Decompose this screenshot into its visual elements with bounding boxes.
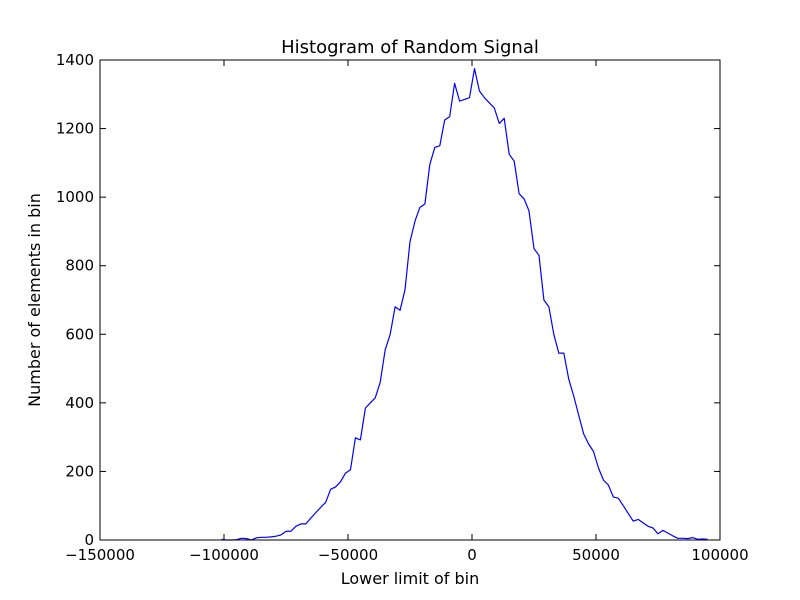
y-tick-label: 200: [65, 462, 94, 480]
y-axis-tick-labels: 0 200 400 600 800 1000 1200 1400: [56, 51, 94, 549]
plot-frame: [99, 59, 721, 541]
y-tick-label: 1200: [56, 120, 94, 138]
x-tick-label: 50000: [572, 546, 620, 564]
series-layer: [221, 67, 708, 541]
x-tick-label: 100000: [691, 546, 748, 564]
chart-title: Histogram of Random Signal: [281, 37, 539, 58]
series-line-0: [221, 67, 708, 541]
y-tick-label: 600: [65, 325, 94, 343]
x-axis-label: Lower limit of bin: [341, 569, 480, 588]
y-axis-ticks: [100, 59, 720, 541]
y-tick-label: 0: [84, 531, 94, 549]
x-tick-label: −100000: [189, 546, 259, 564]
y-axis-label: Number of elements in bin: [25, 193, 44, 407]
y-tick-label: 1400: [56, 51, 94, 69]
x-tick-label: 0: [467, 546, 477, 564]
x-tick-label: −50000: [318, 546, 378, 564]
x-axis-tick-labels: −150000 −100000 −50000 0 50000 100000: [65, 546, 749, 564]
x-tick-label: −150000: [65, 546, 135, 564]
y-tick-label: 400: [65, 394, 94, 412]
x-axis-ticks: [99, 60, 721, 540]
y-tick-label: 1000: [56, 188, 94, 206]
y-tick-label: 800: [65, 257, 94, 275]
